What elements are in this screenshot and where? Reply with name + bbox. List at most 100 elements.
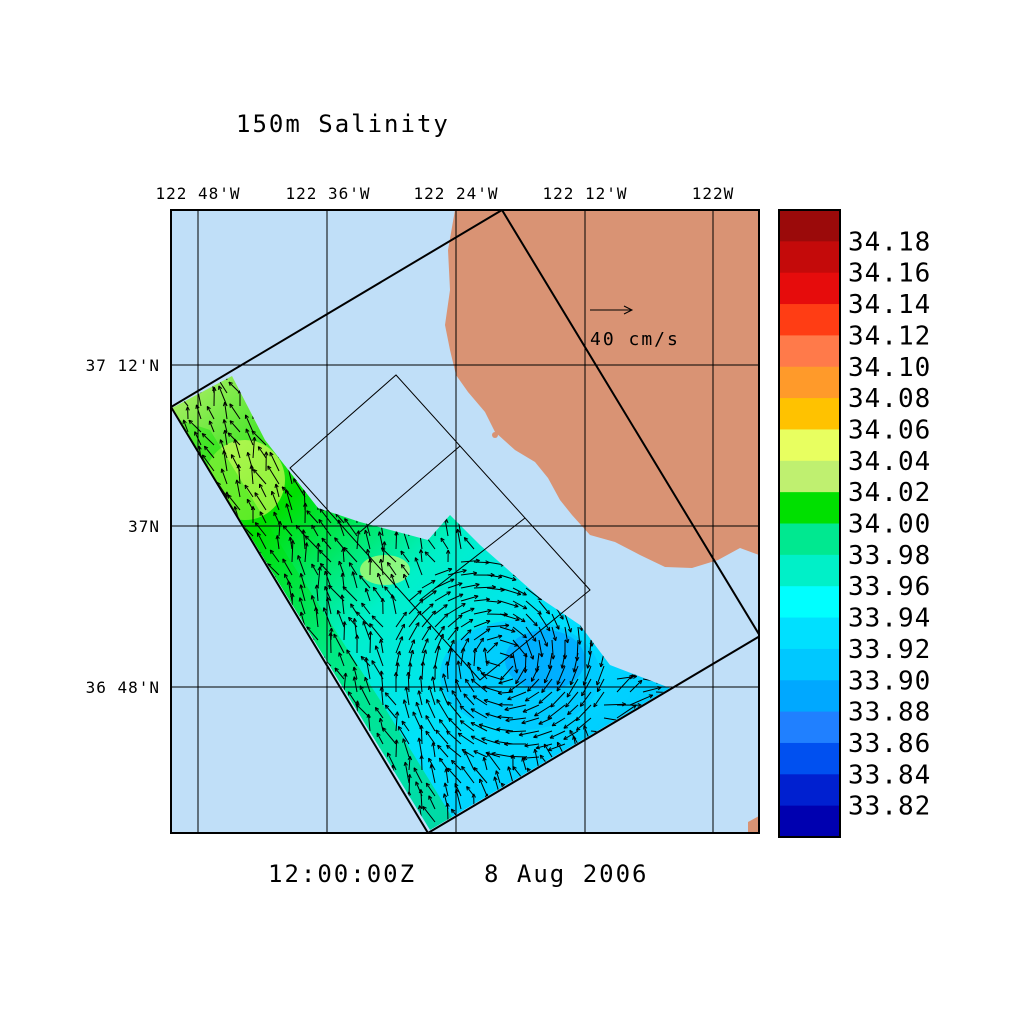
- velocity-arrowhead: [535, 747, 540, 750]
- velocity-arrow: [432, 742, 436, 758]
- velocity-arrowhead: [380, 638, 384, 643]
- velocity-arrowhead: [566, 694, 571, 698]
- velocity-arrowhead: [417, 805, 420, 810]
- velocity-arrow: [473, 561, 490, 564]
- velocity-arrowhead: [334, 667, 339, 671]
- velocity-arrowhead: [316, 542, 319, 547]
- velocity-arrowhead: [399, 651, 401, 656]
- velocity-arrowhead: [637, 702, 642, 706]
- velocity-arrow: [473, 750, 488, 758]
- velocity-arrowhead: [491, 751, 496, 754]
- velocity-arrowhead: [548, 626, 551, 631]
- velocity-arrowhead: [403, 761, 406, 767]
- velocity-arrow: [269, 452, 280, 472]
- velocity-arrowhead: [276, 535, 280, 539]
- colorbar-swatch: [779, 210, 840, 242]
- velocity-arrowhead: [257, 532, 262, 536]
- colorbar-swatch: [779, 711, 840, 744]
- velocity-arrow: [479, 778, 488, 797]
- velocity-arrowhead: [410, 662, 413, 667]
- velocity-arrowhead: [164, 641, 165, 645]
- velocity-arrow: [459, 720, 475, 732]
- velocity-arrow: [457, 732, 475, 745]
- velocity-arrow: [525, 600, 542, 615]
- velocity-arrow: [434, 645, 440, 667]
- velocity-arrow: [328, 585, 345, 602]
- velocity-arrowhead: [497, 714, 502, 718]
- velocity-arrowhead: [354, 634, 358, 639]
- velocity-arrowhead: [570, 628, 572, 633]
- velocity-arrowhead: [550, 705, 555, 708]
- velocity-arrow: [447, 701, 462, 719]
- velocity-arrow: [219, 439, 228, 459]
- velocity-arrow: [400, 564, 410, 576]
- velocity-arrowhead: [350, 603, 355, 607]
- velocity-arrow: [603, 703, 626, 706]
- velocity-arrowhead: [267, 563, 272, 566]
- velocity-arrowhead: [563, 724, 567, 729]
- velocity-arrowhead: [543, 643, 548, 647]
- velocity-arrowhead: [522, 757, 526, 761]
- velocity-arrow: [251, 430, 267, 446]
- velocity-arrowhead: [539, 653, 543, 658]
- velocity-arrow: [435, 729, 449, 745]
- velocity-arrowhead: [306, 510, 311, 513]
- velocity-arrowhead: [575, 726, 579, 731]
- velocity-arrow: [300, 584, 306, 602]
- velocity-arrow: [318, 519, 332, 537]
- velocity-arrow: [369, 631, 372, 654]
- velocity-arrow: [480, 672, 501, 680]
- velocity-arrowhead: [496, 727, 501, 730]
- velocity-arrow: [421, 661, 424, 680]
- velocity-arrow: [473, 620, 491, 628]
- velocity-arrow: [183, 419, 189, 433]
- velocity-arrowhead: [446, 661, 450, 666]
- velocity-arrowhead: [311, 595, 315, 599]
- velocity-arrow: [439, 686, 449, 706]
- velocity-arrow: [547, 704, 566, 719]
- velocity-arrowhead: [632, 674, 637, 677]
- velocity-arrowhead: [482, 647, 486, 652]
- velocity-arrow: [525, 691, 540, 702]
- velocity-arrow: [579, 691, 592, 707]
- velocity-arrowhead: [394, 711, 398, 716]
- velocity-arrow: [446, 661, 449, 680]
- velocity-arrow: [460, 607, 475, 615]
- velocity-arrowhead: [319, 508, 324, 512]
- velocity-arrow: [382, 541, 385, 563]
- velocity-arrowhead: [342, 586, 347, 589]
- velocity-arrowhead: [456, 626, 459, 632]
- velocity-arrow: [596, 665, 605, 686]
- velocity-arrowhead: [494, 776, 498, 781]
- velocity-arrowhead: [451, 578, 455, 583]
- velocity-arrow: [551, 717, 566, 727]
- velocity-arrowhead: [250, 464, 254, 469]
- velocity-arrow: [291, 540, 294, 563]
- velocity-arrowhead: [349, 562, 353, 566]
- colorbar-swatch: [779, 398, 840, 430]
- velocity-arrow: [437, 744, 449, 758]
- velocity-arrow: [356, 611, 371, 628]
- velocity-arrowhead: [285, 489, 290, 493]
- velocity-arrowhead: [376, 732, 381, 736]
- velocity-arrow: [527, 678, 540, 692]
- velocity-arrowhead: [165, 704, 166, 708]
- velocity-arrowhead: [428, 795, 433, 799]
- velocity-arrowhead: [319, 566, 322, 571]
- velocity-arrowhead: [369, 623, 374, 626]
- velocity-arrowhead: [498, 634, 503, 637]
- velocity-arrowhead: [355, 703, 358, 708]
- velocity-arrow: [223, 450, 228, 472]
- velocity-arrowhead: [305, 535, 310, 538]
- velocity-arrowhead: [448, 647, 452, 652]
- velocity-arrowhead: [497, 716, 502, 720]
- velocity-arrow: [408, 622, 420, 641]
- velocity-arrow: [551, 639, 554, 660]
- velocity-arrow: [438, 719, 449, 732]
- velocity-arrow: [550, 691, 566, 708]
- colorbar-swatch: [779, 429, 840, 462]
- velocity-arrow: [338, 561, 345, 576]
- velocity-arrowhead: [422, 661, 426, 666]
- velocity-arrow: [245, 414, 254, 433]
- velocity-arrowhead: [321, 537, 324, 543]
